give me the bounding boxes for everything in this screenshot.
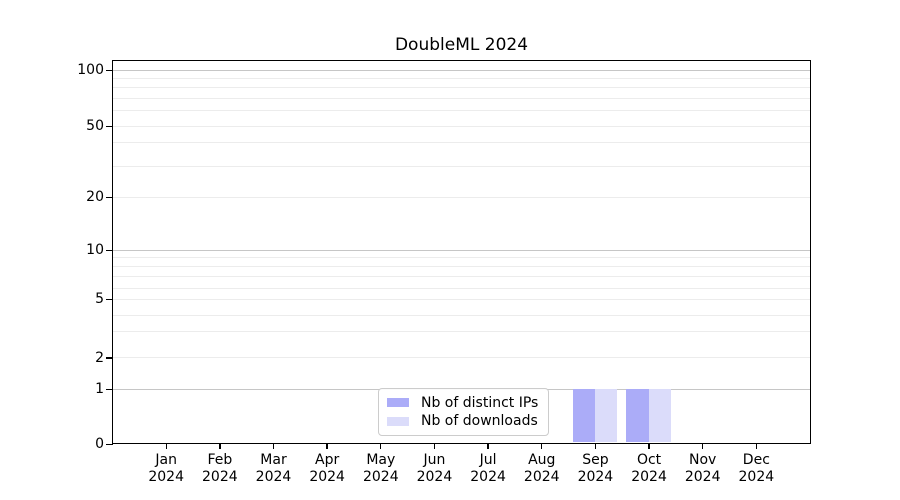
x-axis-tick-label-aug: Aug 2024: [515, 452, 569, 485]
y-axis-tick-label-100: 100: [77, 62, 104, 78]
y-tick-mark-0: [106, 443, 113, 445]
gridline-minor-8: [113, 265, 810, 267]
x-tick-mark-aug: [541, 443, 543, 449]
x-tick-year: 2024: [309, 468, 345, 485]
x-tick-month: May: [366, 452, 396, 468]
legend-item-distinct-ips: Nb of distinct IPs: [387, 395, 540, 411]
x-tick-year: 2024: [523, 468, 560, 485]
gridline-minor-60: [113, 109, 810, 111]
x-tick-mark-feb: [219, 443, 221, 449]
x-tick-month: Sep: [582, 452, 609, 468]
y-tick-mark-100: [106, 69, 113, 71]
y-axis-tick-label-5: 5: [95, 291, 104, 308]
x-axis-tick-label-mar: Mar 2024: [247, 452, 301, 485]
x-axis-tick-label-jul: Jul 2024: [461, 452, 515, 485]
y-axis-tick-label-10: 10: [86, 242, 104, 258]
x-axis-tick-label-may: May 2024: [354, 452, 408, 485]
y-axis-tick-label-2: 2: [95, 349, 104, 366]
x-tick-year: 2024: [255, 468, 292, 485]
x-tick-year: 2024: [202, 468, 238, 485]
x-tick-month: Nov: [689, 452, 717, 468]
gridline-major-10: [113, 249, 810, 251]
x-tick-mark-jul: [487, 443, 489, 449]
x-tick-month: Oct: [636, 452, 662, 468]
x-tick-year: 2024: [631, 468, 667, 485]
gridline-minor-5: [113, 298, 810, 300]
y-axis-tick-label-20: 20: [86, 189, 104, 205]
x-axis-tick-label-jun: Jun 2024: [407, 452, 461, 485]
x-tick-year: 2024: [470, 468, 506, 485]
gridline-minor-4: [113, 314, 810, 316]
y-tick-mark-5: [106, 298, 113, 301]
plot-area: Nb of distinct IPs Nb of downloads: [112, 60, 811, 444]
x-tick-mark-oct: [648, 443, 650, 449]
y-tick-mark-2: [106, 357, 113, 359]
x-tick-mark-dec: [755, 443, 758, 449]
y-tick-mark-20: [106, 196, 113, 198]
x-tick-year: 2024: [577, 468, 614, 485]
x-tick-mark-jun: [433, 443, 436, 449]
legend: Nb of distinct IPs Nb of downloads: [378, 388, 549, 436]
x-tick-mark-nov: [702, 443, 704, 449]
y-axis-tick-label-1: 1: [95, 381, 104, 397]
gridline-minor-9: [113, 257, 810, 259]
x-tick-month: Jun: [423, 452, 446, 468]
gridline-minor-2: [113, 357, 810, 359]
x-tick-year: 2024: [148, 468, 184, 485]
gridline-minor-6: [113, 287, 810, 289]
x-tick-year: 2024: [738, 468, 775, 485]
gridline-minor-3: [113, 331, 810, 333]
gridline-minor-40: [113, 142, 810, 144]
bar-downloads-oct: [648, 388, 671, 442]
x-tick-month: Apr: [315, 452, 340, 468]
x-axis-tick-label-feb: Feb 2024: [193, 452, 247, 485]
x-tick-month: Jan: [155, 452, 177, 468]
y-axis-tick-label-0: 0: [95, 436, 104, 452]
x-tick-month: Dec: [742, 452, 770, 468]
gridline-minor-70: [113, 97, 810, 99]
x-tick-month: Jul: [479, 452, 497, 468]
gridline-minor-20: [113, 196, 810, 198]
legend-swatch-distinct-ips: [387, 398, 409, 408]
legend-label-downloads: Nb of downloads: [421, 413, 538, 430]
legend-item-downloads: Nb of downloads: [387, 413, 540, 429]
x-tick-year: 2024: [416, 468, 453, 485]
gridline-minor-80: [113, 87, 810, 88]
x-tick-mark-jan: [165, 443, 167, 449]
x-tick-mark-sep: [594, 443, 597, 449]
gridline-minor-30: [113, 166, 810, 168]
bar-downloads-sep: [594, 388, 618, 442]
gridline-minor-7: [113, 276, 810, 278]
chart-title: DoubleML 2024: [394, 35, 529, 55]
y-tick-mark-50: [106, 125, 113, 127]
x-axis-tick-label-jan: Jan 2024: [139, 452, 193, 485]
bar-distinct-ips-sep: [572, 388, 595, 442]
x-tick-year: 2024: [684, 468, 721, 485]
x-tick-year: 2024: [362, 468, 399, 485]
x-tick-month: Aug: [528, 452, 556, 468]
x-axis-tick-label-oct: Oct 2024: [622, 452, 676, 485]
legend-label-distinct-ips: Nb of distinct IPs: [421, 394, 539, 411]
x-tick-month: Mar: [260, 452, 287, 468]
x-tick-mark-apr: [326, 443, 328, 449]
legend-swatch-downloads: [387, 416, 409, 426]
x-tick-mark-mar: [272, 443, 275, 449]
gridline-minor-50: [113, 125, 810, 127]
y-tick-mark-1: [106, 388, 113, 390]
gridline-minor-90: [113, 77, 810, 79]
bar-distinct-ips-oct: [626, 388, 649, 442]
x-axis-tick-label-apr: Apr 2024: [300, 452, 354, 485]
y-tick-mark-10: [106, 249, 113, 251]
x-tick-month: Feb: [207, 452, 233, 468]
x-axis-tick-label-nov: Nov 2024: [676, 452, 730, 485]
x-axis-tick-label-sep: Sep 2024: [568, 452, 622, 485]
y-axis-tick-label-50: 50: [86, 118, 104, 134]
x-tick-mark-may: [380, 443, 382, 449]
gridline-major-100: [113, 69, 810, 71]
x-axis-tick-label-dec: Dec 2024: [729, 452, 783, 485]
